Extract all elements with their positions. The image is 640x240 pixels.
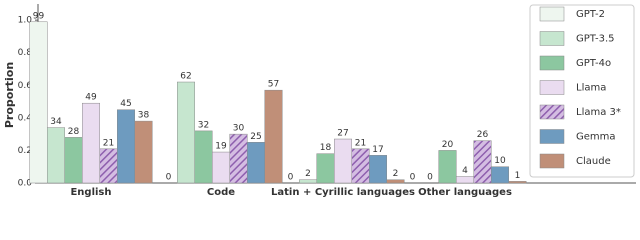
value-label: 99 xyxy=(33,11,45,21)
bar xyxy=(64,137,83,184)
bar xyxy=(177,81,195,184)
bar xyxy=(438,150,457,184)
legend-label: Gemma xyxy=(576,132,616,143)
bar xyxy=(82,102,100,184)
legend-swatch xyxy=(539,31,565,46)
value-label: 4 xyxy=(462,166,468,176)
value-label: 20 xyxy=(442,140,454,150)
y-tick-label: 0.0 xyxy=(18,179,33,189)
bar xyxy=(369,155,387,184)
legend-swatch xyxy=(539,129,565,144)
value-label: 0 xyxy=(166,173,172,183)
bar xyxy=(134,120,153,184)
value-label: 21 xyxy=(355,138,366,148)
bar xyxy=(299,179,317,184)
bar xyxy=(99,148,118,184)
bar xyxy=(264,89,283,184)
y-tick-label: 0.6 xyxy=(18,81,33,91)
value-label: 26 xyxy=(477,130,489,140)
bar xyxy=(334,138,352,184)
value-label: 49 xyxy=(85,93,97,103)
x-tick-label: Latin + Cyrillic languages xyxy=(271,187,415,198)
y-tick-label: 0.4 xyxy=(18,113,33,123)
value-label: 25 xyxy=(250,132,261,142)
value-label: 2 xyxy=(305,169,311,179)
bar xyxy=(229,133,248,184)
bar xyxy=(247,142,265,184)
x-tick-label: Code xyxy=(207,187,235,198)
value-label: 19 xyxy=(215,142,227,152)
legend-label: Llama xyxy=(576,83,606,94)
bar xyxy=(473,140,492,184)
y-tick-label: 0.2 xyxy=(18,146,32,156)
value-label: 0 xyxy=(427,173,433,183)
legend-swatch xyxy=(539,55,565,71)
value-label: 1 xyxy=(515,171,521,181)
legend-swatch xyxy=(539,80,565,95)
x-tick-label: Other languages xyxy=(418,187,512,198)
bar xyxy=(212,151,230,184)
legend-label: Claude xyxy=(576,156,611,167)
value-label: 21 xyxy=(103,138,114,148)
value-label: 38 xyxy=(138,111,150,121)
bar xyxy=(386,179,405,184)
legend-label: Llama 3* xyxy=(576,107,621,118)
value-label: 62 xyxy=(180,72,191,82)
value-label: 28 xyxy=(68,127,80,137)
bar xyxy=(117,109,135,184)
legend-label: GPT-2 xyxy=(576,9,605,20)
bar xyxy=(47,127,65,184)
chart: Proportion 0.0 0.2 0.4 0.6 0.8 1.0 English 99 34… xyxy=(3,4,636,198)
legend-swatch xyxy=(539,104,565,120)
value-label: 30 xyxy=(233,124,245,134)
value-label: 10 xyxy=(494,156,506,166)
value-label: 57 xyxy=(268,80,279,90)
legend-swatch xyxy=(539,153,565,169)
legend-swatch xyxy=(539,6,565,22)
y-axis-label: Proportion xyxy=(3,62,16,128)
bar xyxy=(491,166,509,184)
value-label: 34 xyxy=(50,117,62,127)
y-tick-label: 0.8 xyxy=(18,48,33,58)
value-label: 2 xyxy=(393,169,399,179)
bar xyxy=(351,148,370,184)
value-label: 17 xyxy=(372,145,383,155)
value-label: 0 xyxy=(288,173,294,183)
value-label: 27 xyxy=(337,129,348,139)
value-label: 32 xyxy=(198,120,209,130)
value-label: 18 xyxy=(320,143,332,153)
bar xyxy=(29,21,48,184)
bar xyxy=(194,130,213,184)
value-label: 0 xyxy=(410,173,416,183)
value-label: 45 xyxy=(120,99,131,109)
bar xyxy=(316,153,335,184)
bar xyxy=(456,176,474,184)
x-tick-label: English xyxy=(70,187,111,198)
legend-label: GPT-4o xyxy=(576,58,611,69)
legend-label: GPT-3.5 xyxy=(576,34,614,45)
y-tick-label: 1.0 xyxy=(18,16,33,26)
bar xyxy=(508,181,527,184)
